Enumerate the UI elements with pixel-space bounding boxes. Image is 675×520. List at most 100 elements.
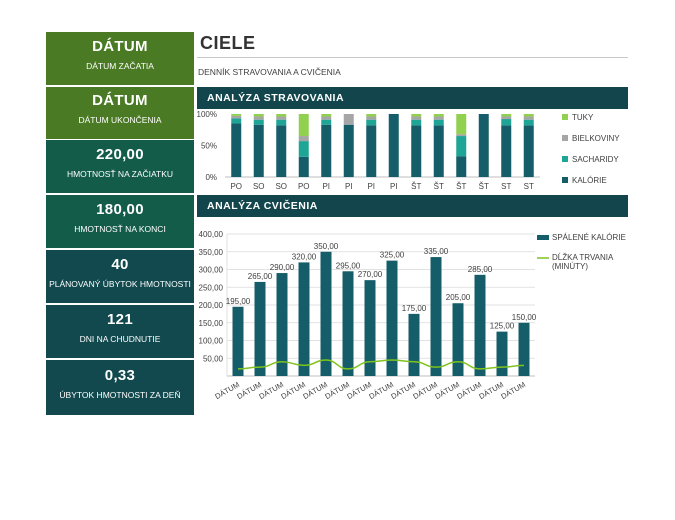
exercise-bar-data-label: 335,00 — [424, 247, 449, 256]
exercise-bar — [386, 260, 398, 376]
diet-x-tick-label: ŠT — [479, 182, 489, 191]
exercise-x-tick-label: DÁTUM — [279, 380, 307, 401]
diet-bar-segment — [276, 125, 287, 177]
diet-bar-segment — [523, 116, 534, 120]
exercise-bar-data-label: 195,00 — [226, 297, 251, 306]
exercise-y-tick-label: 300,00 — [199, 266, 224, 275]
tile-value: 220,00 — [96, 146, 144, 163]
exercise-bar — [496, 331, 508, 376]
diet-bar-segment — [433, 125, 444, 177]
diet-bar-segment — [321, 116, 332, 120]
tile-label: ÚBYTOK HMOTNOSTI ZA DEŇ — [59, 390, 181, 400]
diet-bar-segment — [433, 116, 444, 120]
exercise-bar-data-label: 150,00 — [512, 313, 537, 322]
exercise-x-tick-label: DÁTUM — [499, 380, 527, 401]
diet-legend-swatch — [562, 114, 568, 120]
exercise-bar-data-label: 285,00 — [468, 265, 493, 274]
exercise-y-tick-label: 250,00 — [199, 283, 224, 292]
diet-bar-segment — [456, 156, 467, 177]
diet-bar-segment — [501, 114, 512, 117]
exercise-y-tick-label: 150,00 — [199, 319, 224, 328]
exercise-bar-data-label: 205,00 — [446, 293, 471, 302]
exercise-y-tick-label: 50,00 — [203, 354, 224, 363]
diet-legend-label: SACHARIDY — [572, 155, 619, 164]
tile-label: DÁTUM ZAČATIA — [86, 61, 154, 71]
diet-bar-segment — [366, 114, 377, 117]
diet-bar-segment — [276, 114, 287, 117]
tile-end-date: DÁTUM DÁTUM UKONČENIA — [46, 87, 194, 139]
diet-bar-segment — [433, 114, 444, 117]
diet-bar-segment — [456, 114, 467, 135]
diet-bar-segment — [276, 116, 287, 120]
tile-days: 121 DNI NA CHUDNUTIE — [46, 305, 194, 358]
diet-bar-segment — [321, 124, 332, 177]
diet-bar-segment — [501, 125, 512, 177]
diet-x-tick-label: SO — [253, 182, 265, 191]
diet-bar-segment — [478, 114, 489, 177]
exercise-y-tick-label: 350,00 — [199, 248, 224, 257]
tile-label: HMOTNOSŤ NA ZAČIATKU — [66, 169, 174, 179]
exercise-bar-data-label: 320,00 — [292, 252, 317, 261]
diet-x-tick-label: PI — [367, 182, 375, 191]
exercise-bar — [320, 251, 332, 376]
exercise-bar — [254, 281, 266, 376]
tile-label: HMOTNOSŤ NA KONCI — [74, 224, 166, 234]
diet-x-tick-label: ŠT — [411, 182, 421, 191]
tile-end-weight: 180,00 HMOTNOSŤ NA KONCI — [46, 195, 194, 248]
diet-bar-segment — [231, 115, 242, 119]
exercise-bar — [298, 262, 310, 376]
diet-bar-segment — [411, 114, 422, 117]
diet-x-tick-label: ŠT — [456, 182, 466, 191]
diet-bar-segment — [411, 125, 422, 177]
diet-bar-segment — [253, 119, 264, 125]
diet-bar-segment — [298, 156, 309, 177]
tile-value: DÁTUM — [92, 92, 148, 109]
diet-legend-swatch — [562, 135, 568, 141]
diet-y-tick-label: 100% — [197, 110, 217, 119]
diet-bar-segment — [501, 116, 512, 120]
tile-label: PLÁNOVANÝ ÚBYTOK HMOTNOSTI — [49, 279, 191, 289]
exercise-x-tick-label: DÁTUM — [345, 380, 373, 401]
diet-bar-segment — [366, 125, 377, 177]
diet-x-tick-label: PO — [298, 182, 310, 191]
diet-bar-segment — [298, 136, 309, 142]
exercise-legend-label: DĹŽKA TRVANIA — [552, 253, 614, 262]
diet-x-tick-label: ST — [524, 182, 534, 191]
diet-bar-segment — [411, 116, 422, 120]
diet-bar-segment — [366, 116, 377, 120]
page-title: CIELE — [200, 33, 256, 53]
diet-bar-segment — [411, 119, 422, 126]
exercise-bar — [430, 257, 442, 376]
exercise-x-tick-label: DÁTUM — [455, 380, 483, 401]
exercise-bar — [474, 274, 486, 376]
exercise-bar-data-label: 290,00 — [270, 263, 295, 272]
exercise-bar — [408, 313, 420, 376]
diet-x-tick-label: PI — [322, 182, 330, 191]
tile-label: DÁTUM UKONČENIA — [78, 115, 162, 125]
diet-bar-segment — [231, 114, 242, 116]
exercise-bar — [364, 280, 376, 376]
diet-x-tick-label: PI — [345, 182, 353, 191]
diet-bar-segment — [321, 114, 332, 117]
exercise-bar-data-label: 325,00 — [380, 251, 405, 260]
diet-y-tick-label: 50% — [201, 142, 217, 151]
diet-x-tick-label: ST — [501, 182, 511, 191]
diet-bar-segment — [231, 123, 242, 177]
diet-bar-segment — [298, 114, 309, 137]
diet-bar-segment — [433, 119, 444, 126]
tile-value: 0,33 — [104, 367, 136, 384]
exercise-x-tick-label: DÁTUM — [389, 380, 417, 401]
diet-x-tick-label: PO — [230, 182, 242, 191]
exercise-duration-line — [237, 359, 525, 370]
diet-legend-swatch — [562, 177, 568, 183]
diet-x-tick-label: PI — [390, 182, 398, 191]
exercise-x-tick-label: DÁTUM — [257, 380, 285, 401]
diet-legend-label: TUKY — [572, 113, 594, 122]
diet-x-tick-label: ŠT — [434, 182, 444, 191]
tile-value: 180,00 — [96, 201, 144, 218]
exercise-y-tick-label: 400,00 — [199, 230, 224, 239]
exercise-bar — [518, 322, 530, 376]
exercise-bar-data-label: 270,00 — [358, 270, 383, 279]
diet-bar-segment — [523, 114, 534, 117]
